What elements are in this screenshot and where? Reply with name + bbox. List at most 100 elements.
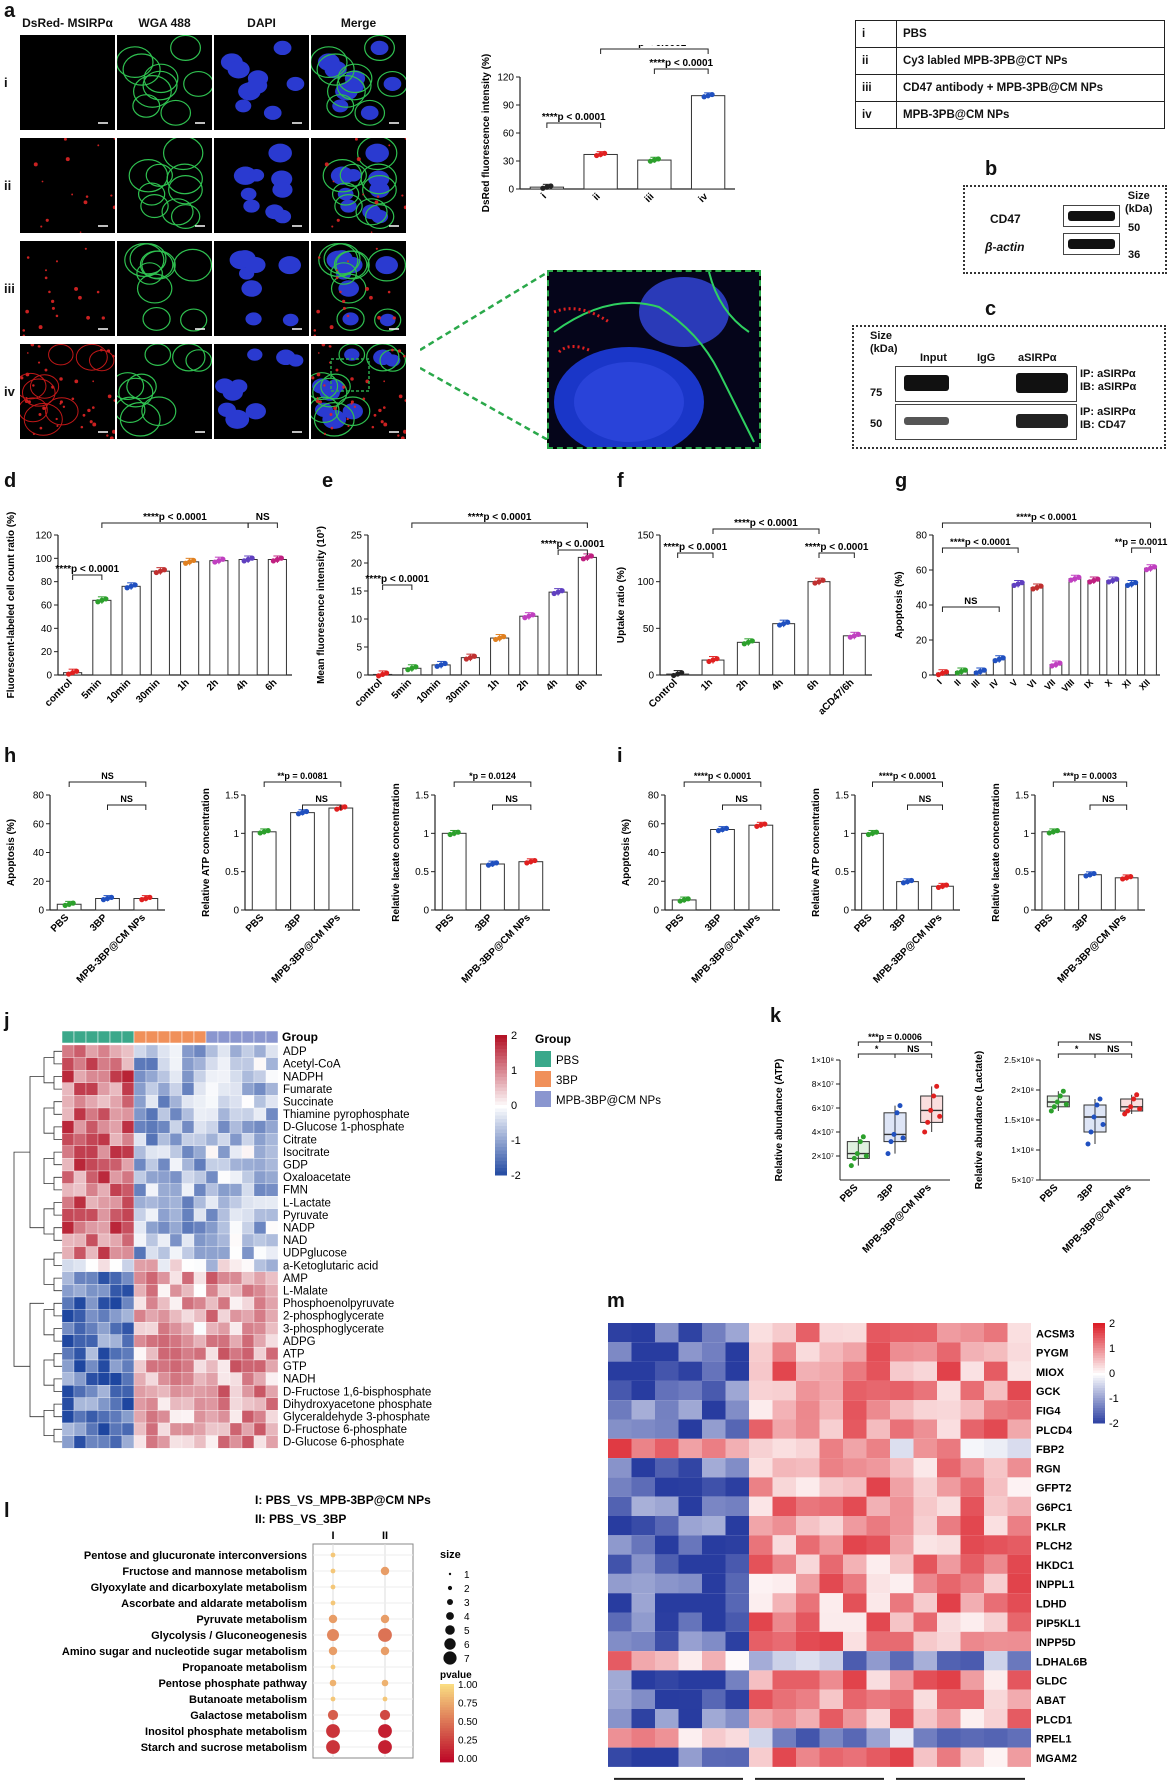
heatmap-cell xyxy=(181,1233,195,1247)
micrograph-tile xyxy=(117,344,212,439)
heatmap-cell xyxy=(796,1458,820,1478)
heatmap-row-label: GFPT2 xyxy=(1036,1483,1071,1495)
y-tick-label: 1 xyxy=(233,829,239,840)
heatmap-cell xyxy=(193,1145,207,1159)
color-scale xyxy=(1093,1380,1105,1384)
heatmap-cell xyxy=(205,1334,219,1348)
bar xyxy=(92,599,112,676)
heatmap-cell xyxy=(145,1271,159,1285)
heatmap-cell xyxy=(819,1516,843,1536)
heatmap-cell xyxy=(725,1400,749,1420)
heatmap-cell xyxy=(121,1170,135,1184)
heatmap-cell xyxy=(937,1323,961,1343)
heatmap-cell xyxy=(97,1158,111,1172)
heatmap-cell xyxy=(181,1246,195,1260)
heatmap-cell xyxy=(1007,1747,1031,1767)
sig-label: ****p < 0.0001 xyxy=(879,771,936,781)
heatmap-cell xyxy=(61,1347,75,1361)
heatmap-cell xyxy=(121,1271,135,1285)
heatmap-cell xyxy=(217,1133,231,1146)
heatmap-cell xyxy=(913,1747,937,1767)
category-label: III xyxy=(969,677,981,689)
category-label: 4h xyxy=(234,677,250,693)
heatmap-row-label: D-Glucose 6-phosphate xyxy=(283,1437,404,1449)
data-point xyxy=(935,884,942,890)
heatmap-cell xyxy=(121,1221,135,1235)
heatmap-cell xyxy=(631,1419,655,1439)
micro-col-header: Merge xyxy=(340,16,377,30)
group-bar-cell xyxy=(73,1030,87,1044)
heatmap-cell xyxy=(97,1284,111,1298)
category-label: II xyxy=(952,677,963,688)
data-point xyxy=(937,1113,943,1119)
heatmap-cell xyxy=(121,1208,135,1222)
heatmap-cell xyxy=(725,1612,749,1632)
heatmap-cell xyxy=(169,1359,183,1373)
heatmap-row-label: Glyceraldehyde 3-phosphate xyxy=(283,1412,430,1424)
y-tick-label: 20 xyxy=(648,877,660,888)
heatmap-cell xyxy=(253,1296,267,1310)
category-label: MPB-3BP@CM NPs xyxy=(861,1182,935,1256)
heatmap-cell xyxy=(109,1359,123,1373)
y-tick-label: 1 xyxy=(423,829,429,840)
data-point xyxy=(922,1129,928,1135)
heatmap-cell xyxy=(253,1334,267,1348)
category-label: 3BP xyxy=(703,912,725,934)
heatmap-row-label: D-Glucose 1-phosphate xyxy=(283,1122,404,1134)
sig-label: * xyxy=(1075,1044,1079,1054)
micrograph-tile xyxy=(214,344,309,439)
data-point xyxy=(908,877,915,884)
heatmap-cell xyxy=(169,1120,183,1134)
dot xyxy=(330,1600,336,1606)
heatmap-cell xyxy=(265,1233,279,1247)
heatmap-cell xyxy=(181,1422,195,1436)
sig-label: NS xyxy=(907,1044,920,1054)
color-scale-tick: -2 xyxy=(1109,1418,1119,1430)
heatmap-cell xyxy=(890,1631,914,1652)
heatmap-cell xyxy=(1007,1709,1031,1729)
heatmap-cell xyxy=(749,1709,773,1729)
data-point xyxy=(851,1155,857,1161)
bar xyxy=(519,615,539,676)
heatmap-cell xyxy=(265,1309,279,1323)
color-scale xyxy=(1093,1420,1105,1424)
category-label: 1h xyxy=(486,677,502,693)
data-point xyxy=(530,612,536,618)
heatmap-cell xyxy=(631,1554,655,1574)
heatmap-cell xyxy=(241,1208,255,1222)
color-scale xyxy=(1093,1323,1105,1326)
data-point xyxy=(405,667,411,673)
data-point xyxy=(900,1135,906,1141)
heatmap-cell xyxy=(265,1057,279,1071)
group-bar-cell xyxy=(133,1030,147,1044)
heatmap-cell xyxy=(133,1170,147,1184)
heatmap-cell xyxy=(796,1380,820,1401)
heatmap-cell xyxy=(169,1221,183,1235)
heatmap-cell xyxy=(121,1183,135,1197)
heatmap-cell xyxy=(890,1709,914,1729)
heatmap-cell xyxy=(229,1133,243,1146)
data-point xyxy=(438,662,444,668)
heatmap-cell xyxy=(749,1361,773,1381)
heatmap-cell xyxy=(937,1709,961,1729)
data-point xyxy=(714,656,720,662)
heatmap-cell xyxy=(631,1380,655,1401)
heatmap-cell xyxy=(229,1082,243,1096)
heatmap-cell xyxy=(913,1709,937,1729)
heatmap-cell xyxy=(145,1410,159,1424)
pvalue-scale xyxy=(440,1720,454,1724)
heatmap-cell xyxy=(608,1323,632,1343)
heatmap-cell xyxy=(181,1271,195,1285)
chart-i2: 0 0.5 1 1.5 Relative ATP concentration PBS 3BP… xyxy=(805,760,985,990)
heatmap-cell xyxy=(843,1709,867,1729)
heatmap-cell xyxy=(631,1573,655,1594)
heatmap-cell xyxy=(608,1400,632,1420)
heatmap-cell xyxy=(655,1516,679,1536)
heatmap-cell xyxy=(608,1361,632,1381)
heatmap-cell xyxy=(73,1107,87,1121)
heatmap-cell xyxy=(819,1535,843,1555)
heatmap-row-label: PYGM xyxy=(1036,1348,1068,1360)
data-point xyxy=(894,1110,900,1116)
sig-bracket xyxy=(1057,1053,1096,1058)
data-point xyxy=(671,672,677,679)
